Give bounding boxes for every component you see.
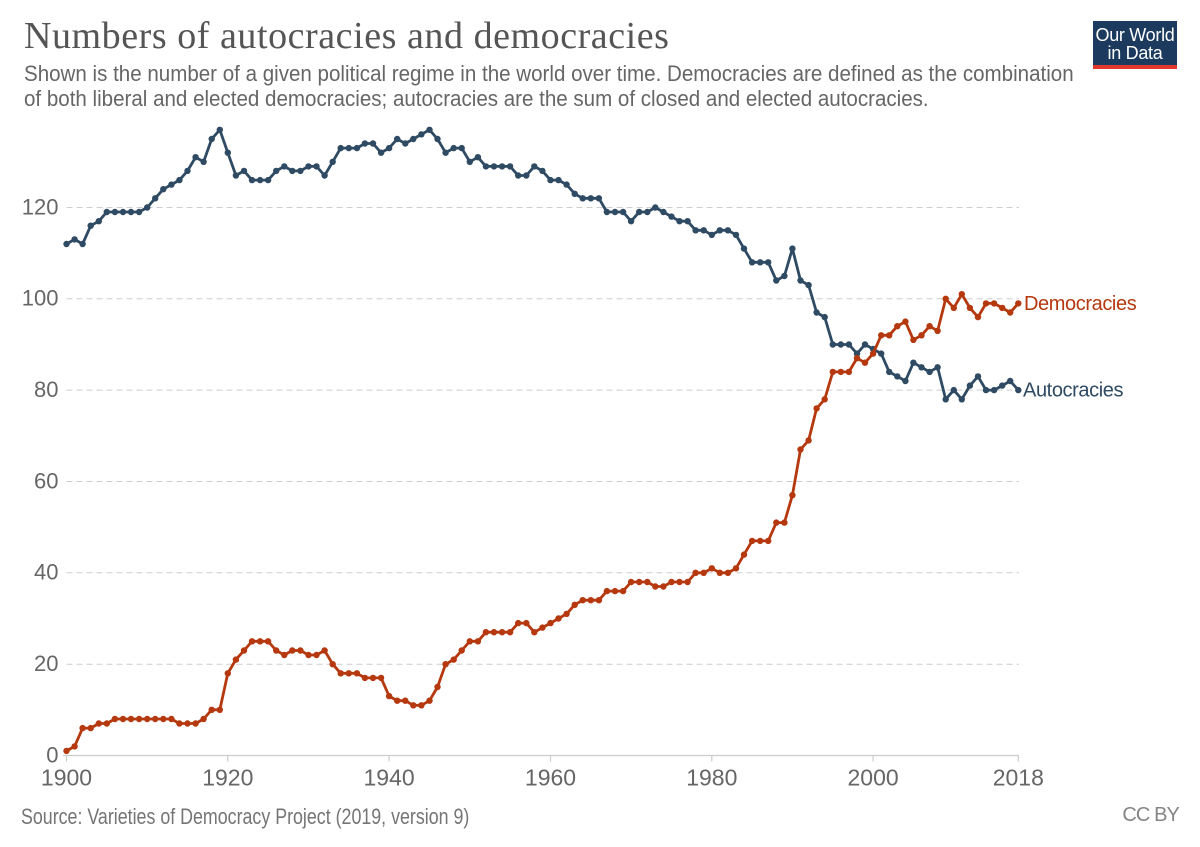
- svg-text:60: 60: [34, 468, 58, 493]
- svg-text:2000: 2000: [848, 765, 899, 791]
- svg-text:1960: 1960: [525, 765, 576, 791]
- svg-text:1900: 1900: [41, 765, 92, 791]
- svg-text:Autocracies: Autocracies: [1023, 380, 1123, 402]
- svg-text:40: 40: [34, 560, 58, 585]
- svg-text:Democracies: Democracies: [1024, 293, 1137, 315]
- svg-text:100: 100: [22, 286, 59, 311]
- svg-text:80: 80: [34, 377, 58, 402]
- svg-text:20: 20: [34, 651, 58, 676]
- svg-text:120: 120: [22, 194, 59, 219]
- svg-text:1980: 1980: [686, 765, 737, 791]
- svg-text:0: 0: [46, 742, 58, 767]
- svg-text:2018: 2018: [993, 765, 1044, 791]
- svg-text:1920: 1920: [202, 765, 253, 791]
- svg-text:1940: 1940: [364, 765, 415, 791]
